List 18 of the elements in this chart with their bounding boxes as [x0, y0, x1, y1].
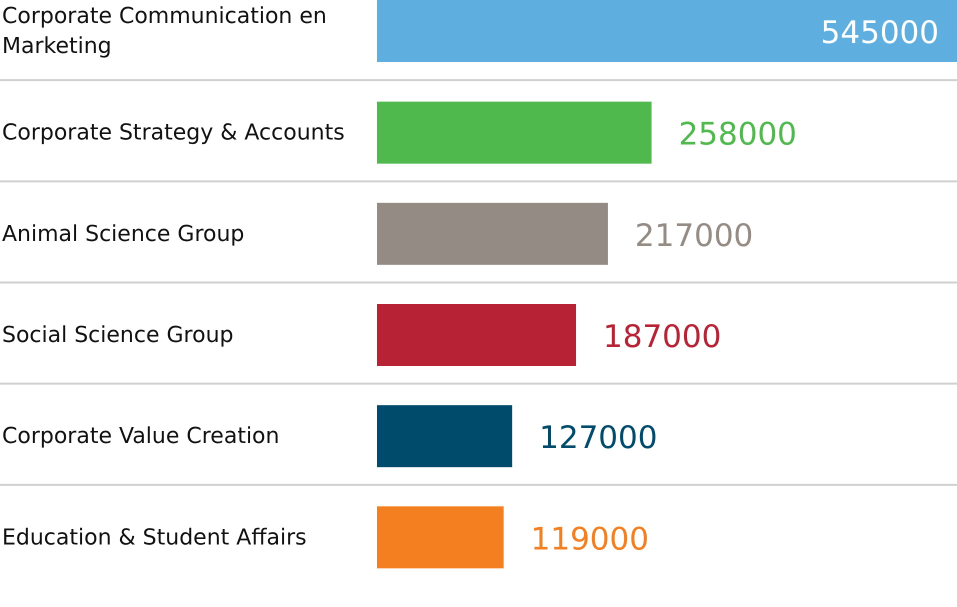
bar — [377, 405, 512, 468]
bar — [377, 0, 957, 62]
data-label: 119000 — [530, 521, 649, 558]
y-tick-label: Corporate Strategy & Accounts — [2, 120, 345, 146]
bar — [377, 102, 652, 164]
y-tick-label: Animal Science Group — [2, 221, 244, 246]
y-tick-label: Social Science Group — [2, 322, 234, 348]
data-label: 127000 — [539, 420, 658, 456]
data-label: 545000 — [820, 15, 939, 51]
data-label: 258000 — [678, 116, 797, 153]
bar — [377, 304, 576, 366]
data-label: 217000 — [634, 218, 754, 254]
data-label: 187000 — [603, 319, 722, 355]
bar — [377, 506, 504, 568]
y-tick-label: Education & Student Affairs — [2, 524, 307, 550]
bar — [377, 202, 608, 265]
y-tick-label: Corporate Value Creation — [2, 424, 280, 449]
y-tick-label: Corporate Communication en Marketing — [2, 4, 327, 58]
